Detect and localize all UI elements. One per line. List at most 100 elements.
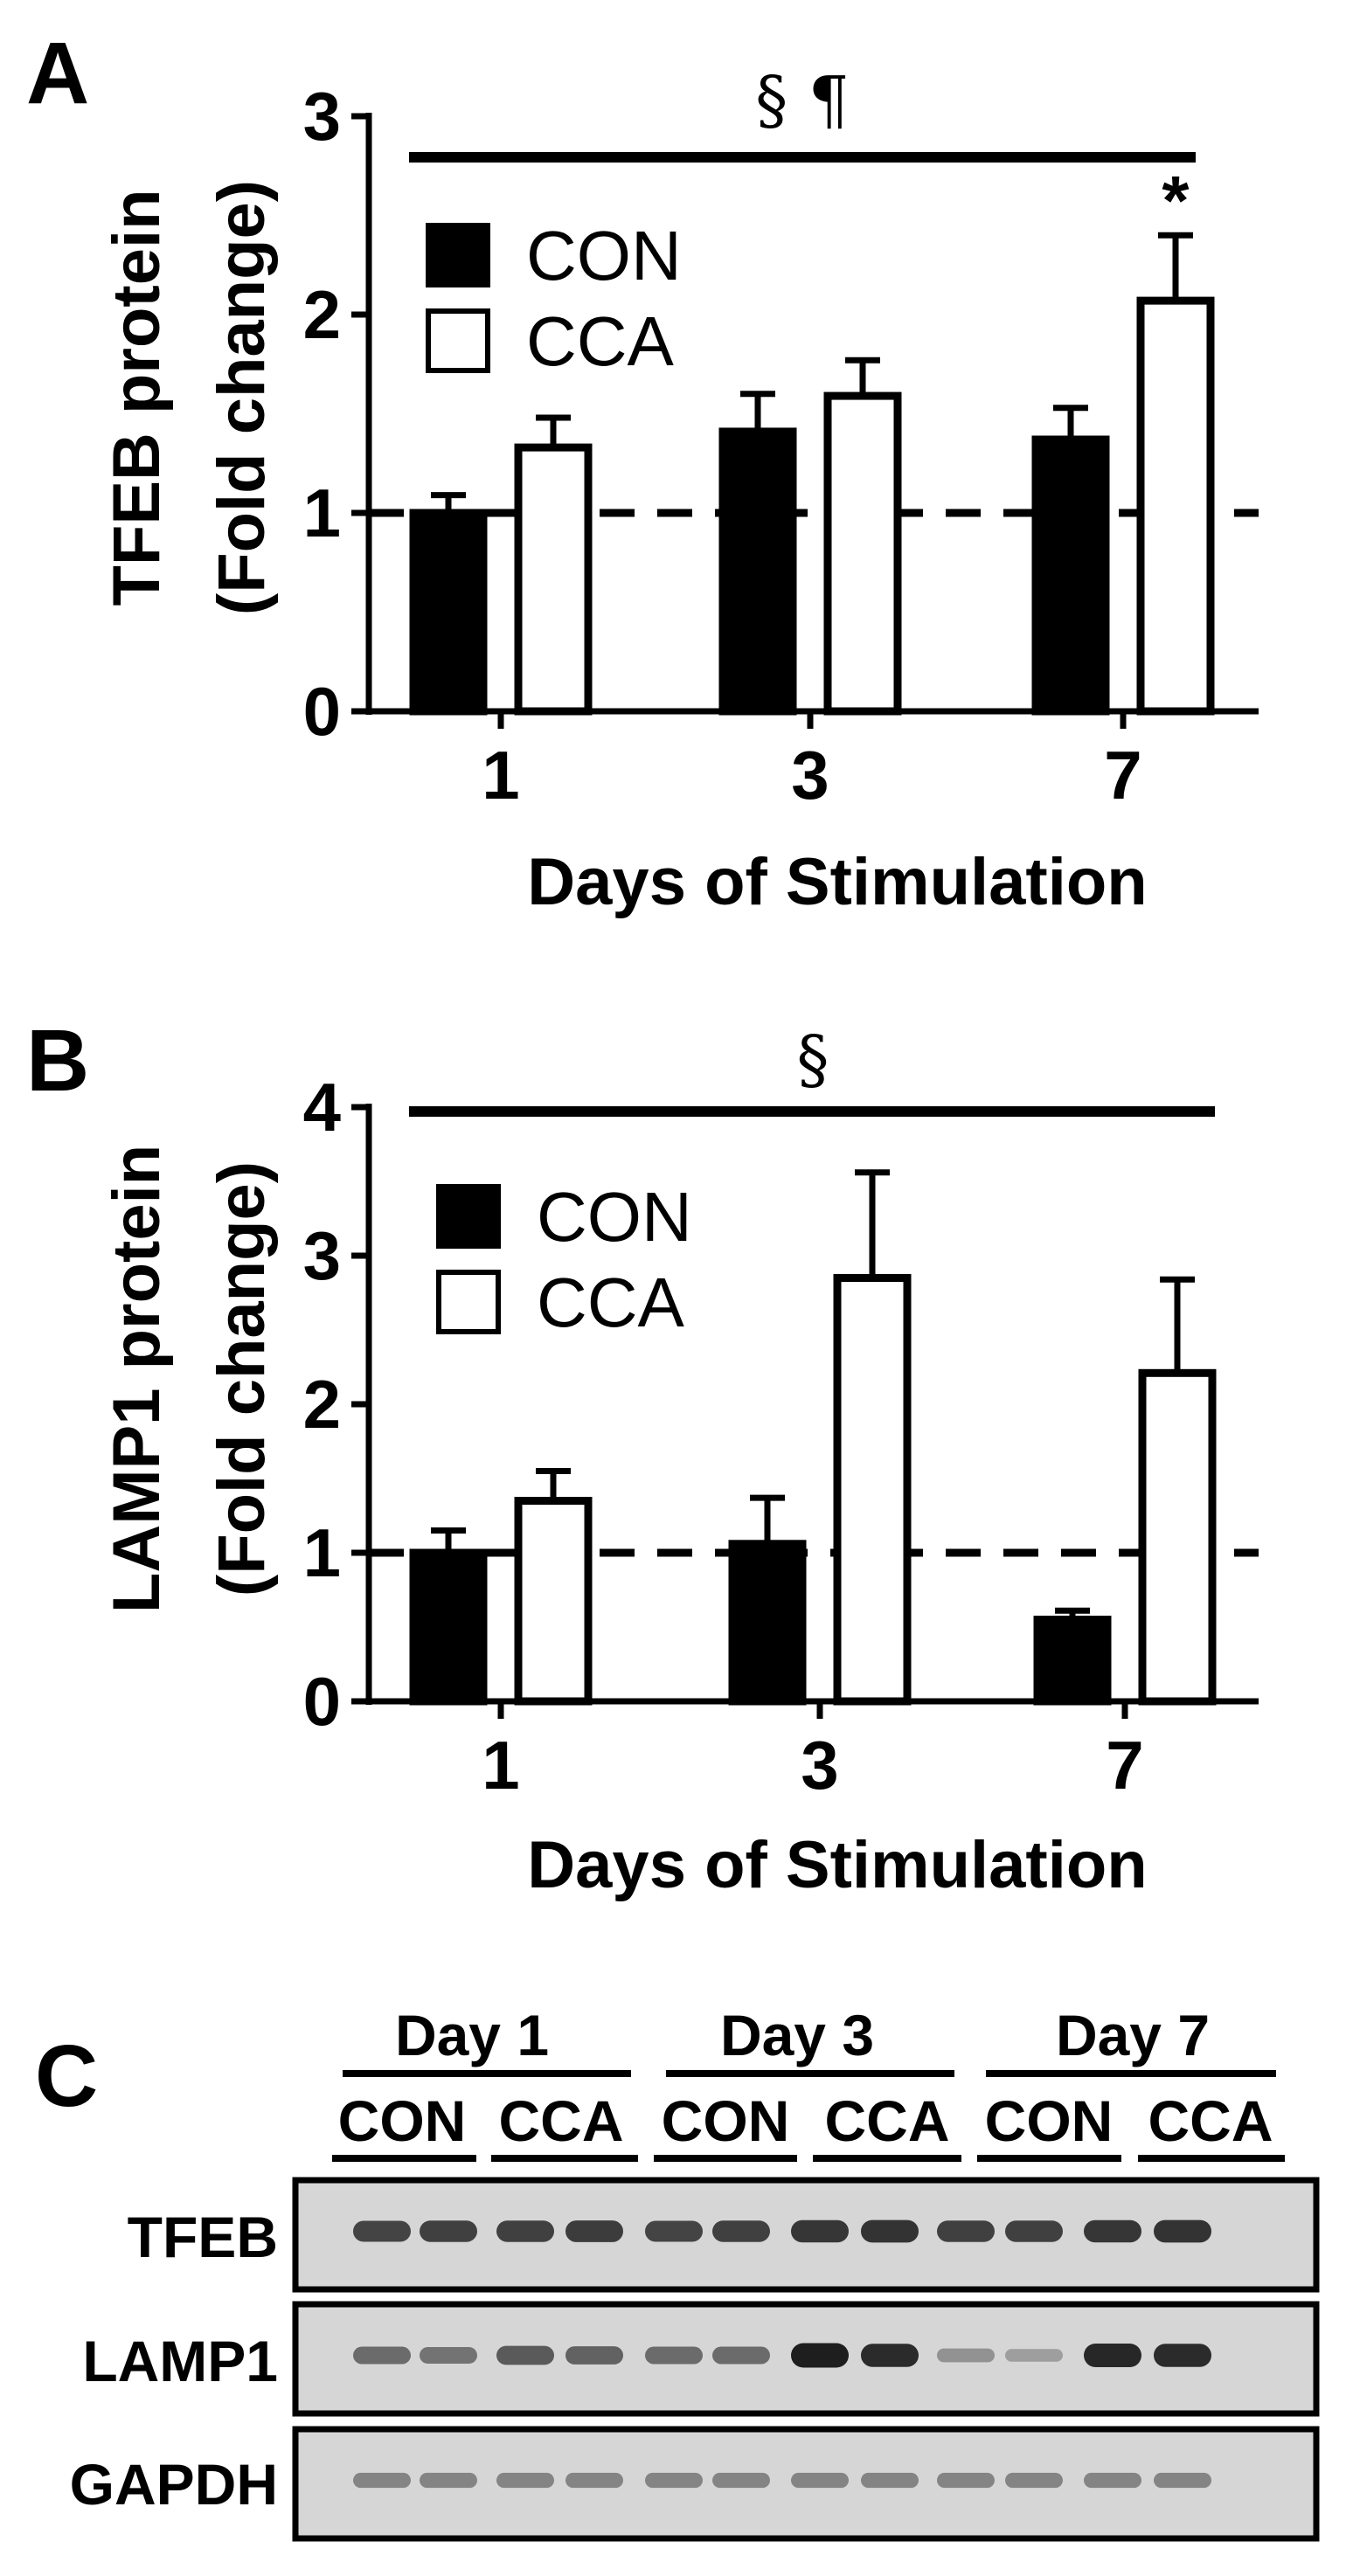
blot-band-tfeb bbox=[712, 2220, 770, 2242]
blot-band-lamp1 bbox=[791, 2343, 849, 2368]
chart-b-plot: 0 1 2 3 4 1 3 7 bbox=[303, 1069, 1259, 1804]
panel-a: A TFEB protein (Fold change) § ¶ 0 1 2 3 1 3 7… bbox=[26, 24, 1259, 919]
x-tick-label-b: 1 bbox=[482, 1727, 519, 1804]
blot-band-lamp1 bbox=[937, 2348, 995, 2363]
blot-band-tfeb bbox=[861, 2219, 919, 2243]
cond-label-d1-con: CON bbox=[338, 2088, 467, 2153]
blot-band-gapdh bbox=[353, 2472, 411, 2489]
blot-band-gapdh bbox=[712, 2472, 770, 2489]
panel-c: C Day 1 Day 3 Day 7 CON CCA CON CCA CON … bbox=[35, 2003, 1320, 2542]
blot-band-lamp1 bbox=[712, 2346, 770, 2365]
blot-band-tfeb bbox=[1154, 2219, 1211, 2243]
bar-con-day7-b bbox=[1033, 1616, 1112, 1706]
cond-label-d3-con: CON bbox=[662, 2088, 790, 2153]
y-axis-title-a-line2: (Fold change) bbox=[205, 180, 279, 615]
y-axis-title-b-line1: LAMP1 protein bbox=[100, 1145, 174, 1613]
blot-band-tfeb bbox=[353, 2220, 411, 2242]
blot-label-gapdh: GAPDH bbox=[70, 2452, 278, 2517]
y-tick-label-b: 3 bbox=[303, 1217, 341, 1294]
x-tick-label-a: 7 bbox=[1104, 737, 1141, 814]
panel-letter-b: B bbox=[26, 1012, 89, 1110]
blot-band-tfeb bbox=[645, 2220, 703, 2242]
blot-band-gapdh bbox=[565, 2472, 623, 2489]
blot-band-lamp1 bbox=[420, 2347, 477, 2364]
y-tick-label-b: 1 bbox=[303, 1514, 341, 1591]
bar-cca-day7-a bbox=[1136, 296, 1215, 716]
blot-band-gapdh bbox=[645, 2472, 703, 2489]
bar-con-day7-a bbox=[1031, 435, 1110, 716]
bar-cca-day3-b bbox=[833, 1274, 912, 1706]
legend-swatch-cca-b bbox=[436, 1270, 501, 1334]
blot-band-tfeb bbox=[1005, 2220, 1063, 2242]
blot-strips bbox=[292, 2177, 1320, 2542]
blot-band-lamp1 bbox=[1154, 2344, 1211, 2367]
legend-label-cca-b: CCA bbox=[537, 1264, 685, 1341]
blot-band-tfeb bbox=[496, 2220, 554, 2242]
blot-band-tfeb bbox=[937, 2220, 995, 2242]
y-tick-label-b: 4 bbox=[303, 1069, 341, 1146]
significance-star-a: * bbox=[1162, 162, 1190, 239]
legend-swatch-con-a bbox=[426, 223, 490, 287]
cond-label-d3-cca: CCA bbox=[825, 2088, 950, 2153]
blot-band-tfeb bbox=[791, 2219, 849, 2243]
blot-band-gapdh bbox=[1154, 2472, 1211, 2489]
cond-label-d7-cca: CCA bbox=[1148, 2088, 1273, 2153]
x-axis-title-a: Days of Stimulation bbox=[527, 845, 1147, 919]
cond-label-d7-con: CON bbox=[985, 2088, 1114, 2153]
x-tick-label-a: 1 bbox=[482, 737, 519, 814]
blot-band-tfeb bbox=[420, 2220, 477, 2242]
legend-label-cca-a: CCA bbox=[526, 302, 675, 380]
bar-con-day1-b bbox=[409, 1548, 488, 1706]
blot-band-lamp1 bbox=[645, 2346, 703, 2365]
day-label-7: Day 7 bbox=[1056, 2003, 1210, 2067]
y-tick-label-a: 1 bbox=[303, 474, 341, 551]
annotation-a: § ¶ bbox=[755, 63, 850, 138]
x-tick-label-a: 3 bbox=[791, 737, 829, 814]
blot-label-lamp1: LAMP1 bbox=[82, 2329, 278, 2393]
blot-band-gapdh bbox=[420, 2472, 477, 2489]
bar-cca-day1-b bbox=[514, 1497, 593, 1706]
blot-band-lamp1 bbox=[861, 2344, 919, 2367]
x-tick-label-b: 3 bbox=[801, 1727, 838, 1804]
blot-band-lamp1 bbox=[353, 2346, 411, 2365]
cond-label-d1-cca: CCA bbox=[499, 2088, 624, 2153]
blot-band-lamp1 bbox=[1084, 2343, 1141, 2368]
blot-band-gapdh bbox=[791, 2472, 849, 2489]
y-tick-label-a: 0 bbox=[303, 673, 341, 750]
y-tick-label-b: 2 bbox=[303, 1366, 341, 1443]
legend-label-con-b: CON bbox=[537, 1178, 692, 1256]
blot-band-lamp1 bbox=[1005, 2349, 1063, 2362]
panel-b: B LAMP1 protein (Fold change) § 0 1 2 3 4 1 3 7… bbox=[26, 1012, 1259, 1902]
bar-cca-day3-a bbox=[823, 391, 902, 716]
y-axis-title-a-line1: TFEB protein bbox=[100, 189, 174, 606]
x-axis-title-b: Days of Stimulation bbox=[527, 1828, 1147, 1902]
x-tick-label-b: 7 bbox=[1106, 1727, 1143, 1804]
legend-label-con-a: CON bbox=[526, 217, 682, 294]
y-tick-label-a: 2 bbox=[303, 276, 341, 353]
bar-con-day3-b bbox=[728, 1540, 807, 1706]
panel-letter-c: C bbox=[35, 2027, 98, 2125]
day-label-3: Day 3 bbox=[720, 2003, 874, 2067]
bar-con-day3-a bbox=[718, 427, 797, 716]
blot-band-gapdh bbox=[937, 2472, 995, 2489]
blot-band-gapdh bbox=[1005, 2472, 1063, 2489]
blot-band-gapdh bbox=[1084, 2472, 1141, 2489]
panel-letter-a: A bbox=[26, 24, 89, 122]
blot-band-lamp1 bbox=[496, 2345, 554, 2365]
bar-cca-day1-a bbox=[514, 443, 593, 716]
bar-cca-day7-b bbox=[1138, 1368, 1217, 1706]
blot-band-gapdh bbox=[496, 2472, 554, 2489]
legend-swatch-cca-a bbox=[426, 308, 490, 373]
blot-band-gapdh bbox=[861, 2472, 919, 2489]
blot-label-tfeb: TFEB bbox=[128, 2205, 278, 2269]
blot-band-tfeb bbox=[1084, 2219, 1141, 2243]
y-tick-label-b: 0 bbox=[303, 1663, 341, 1740]
annotation-b: § bbox=[797, 1022, 829, 1098]
blot-band-tfeb bbox=[565, 2220, 623, 2242]
y-axis-title-b-line2: (Fold change) bbox=[205, 1161, 279, 1596]
bar-con-day1-a bbox=[409, 509, 488, 716]
blot-band-lamp1 bbox=[565, 2346, 623, 2365]
day-label-1: Day 1 bbox=[395, 2003, 549, 2067]
legend-swatch-con-b bbox=[436, 1184, 501, 1249]
